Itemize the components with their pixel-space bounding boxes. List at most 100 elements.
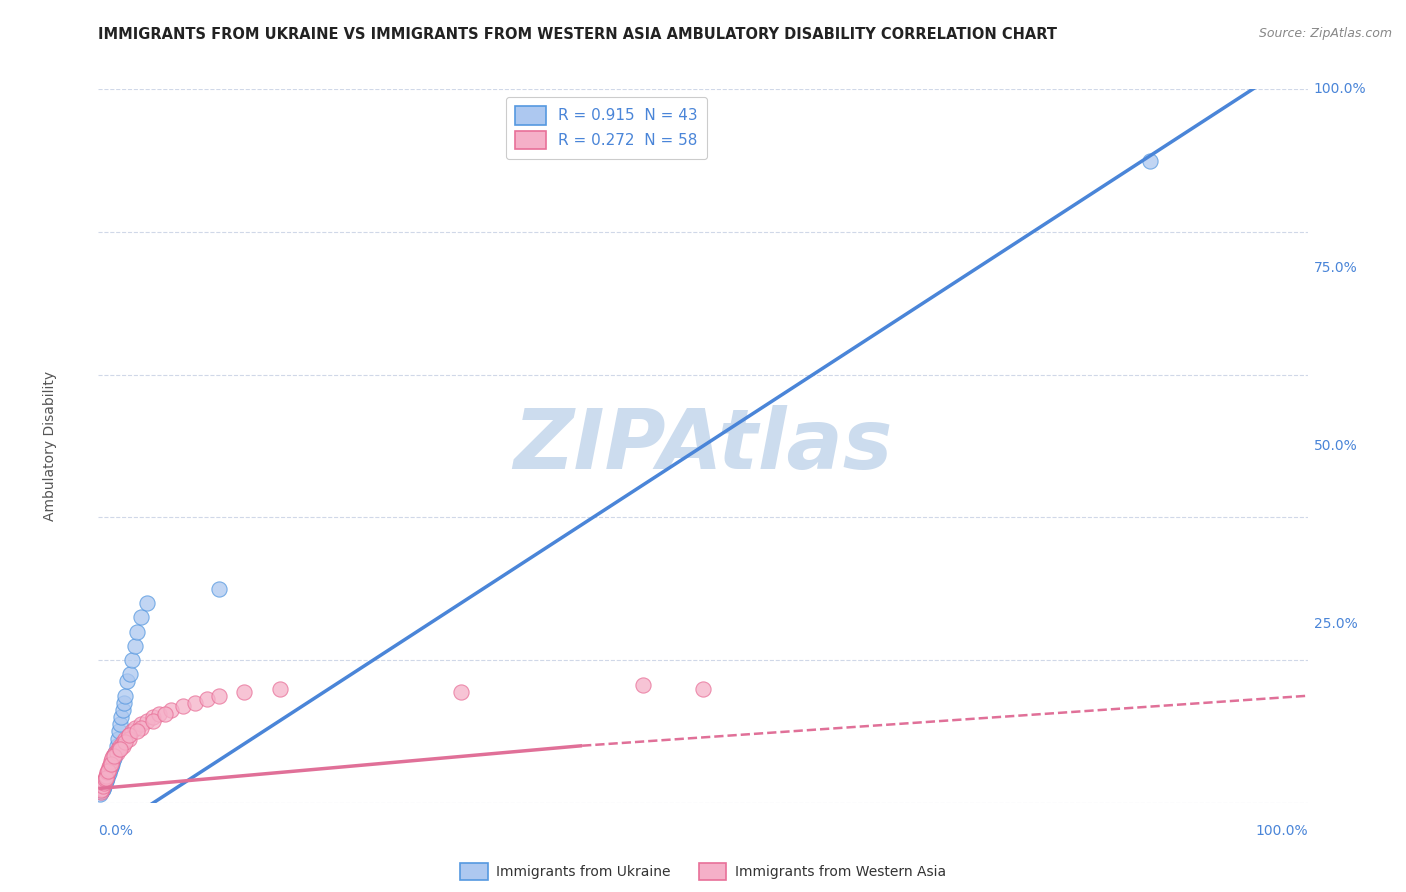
Point bbox=[93, 780, 115, 794]
Point bbox=[105, 739, 128, 753]
Point bbox=[208, 582, 231, 596]
Point bbox=[101, 755, 124, 769]
Point bbox=[90, 784, 112, 798]
Point bbox=[93, 776, 115, 790]
Text: Source: ZipAtlas.com: Source: ZipAtlas.com bbox=[1258, 27, 1392, 40]
Legend: Immigrants from Ukraine, Immigrants from Western Asia: Immigrants from Ukraine, Immigrants from… bbox=[454, 857, 952, 885]
Point bbox=[100, 756, 122, 771]
Point bbox=[101, 749, 124, 764]
Point bbox=[96, 765, 118, 780]
Point bbox=[108, 717, 131, 731]
Point bbox=[142, 710, 165, 724]
Point bbox=[89, 787, 111, 801]
Point bbox=[114, 731, 136, 746]
Point bbox=[103, 749, 125, 764]
Point bbox=[124, 721, 146, 735]
Point bbox=[208, 689, 231, 703]
Point bbox=[121, 653, 143, 667]
Point bbox=[117, 674, 139, 689]
Point bbox=[118, 667, 141, 681]
Text: 50.0%: 50.0% bbox=[1313, 439, 1357, 453]
Point bbox=[135, 714, 157, 728]
Point bbox=[100, 756, 122, 771]
Point bbox=[91, 782, 114, 797]
Text: 0.0%: 0.0% bbox=[98, 824, 134, 838]
Point bbox=[118, 728, 141, 742]
Text: IMMIGRANTS FROM UKRAINE VS IMMIGRANTS FROM WESTERN ASIA AMBULATORY DISABILITY CO: IMMIGRANTS FROM UKRAINE VS IMMIGRANTS FR… bbox=[98, 27, 1057, 42]
Point bbox=[101, 753, 124, 767]
Point bbox=[97, 764, 120, 778]
Point bbox=[111, 703, 134, 717]
Point bbox=[111, 735, 134, 749]
Point bbox=[118, 731, 141, 746]
Point bbox=[129, 717, 152, 731]
Point bbox=[96, 771, 118, 785]
Point bbox=[111, 739, 134, 753]
Point bbox=[96, 769, 118, 783]
Point bbox=[172, 699, 194, 714]
Point bbox=[103, 749, 125, 764]
Point bbox=[104, 746, 127, 760]
Point bbox=[98, 760, 121, 774]
Point bbox=[112, 696, 135, 710]
Point bbox=[100, 760, 122, 774]
Point bbox=[90, 785, 112, 799]
Point bbox=[184, 696, 207, 710]
Point bbox=[1139, 153, 1161, 168]
Point bbox=[108, 742, 131, 756]
Point bbox=[114, 735, 136, 749]
Point bbox=[118, 728, 141, 742]
Point bbox=[90, 783, 112, 797]
Text: 100.0%: 100.0% bbox=[1313, 82, 1367, 96]
Point bbox=[107, 742, 129, 756]
Point bbox=[107, 731, 129, 746]
Point bbox=[100, 753, 122, 767]
Point bbox=[129, 610, 152, 624]
Point bbox=[232, 685, 254, 699]
Point bbox=[195, 692, 218, 706]
Point bbox=[108, 724, 131, 739]
Point bbox=[94, 772, 117, 787]
Point bbox=[94, 774, 117, 789]
Point bbox=[103, 751, 125, 765]
Point bbox=[104, 746, 127, 760]
Point bbox=[142, 714, 165, 728]
Point bbox=[100, 758, 122, 772]
Point bbox=[97, 762, 120, 776]
Point bbox=[90, 785, 112, 799]
Point bbox=[108, 739, 131, 753]
Legend: R = 0.915  N = 43, R = 0.272  N = 58: R = 0.915 N = 43, R = 0.272 N = 58 bbox=[506, 97, 707, 159]
Point bbox=[100, 755, 122, 769]
Point bbox=[127, 624, 149, 639]
Text: ZIPAtlas: ZIPAtlas bbox=[513, 406, 893, 486]
Point bbox=[98, 758, 121, 772]
Point bbox=[104, 747, 127, 762]
Point bbox=[631, 678, 654, 692]
Point bbox=[692, 681, 714, 696]
Point bbox=[450, 685, 472, 699]
Point bbox=[127, 724, 149, 739]
Point bbox=[108, 742, 131, 756]
Point bbox=[114, 689, 136, 703]
Text: Ambulatory Disability: Ambulatory Disability bbox=[44, 371, 58, 521]
Point bbox=[124, 639, 146, 653]
Point bbox=[121, 724, 143, 739]
Point bbox=[98, 764, 121, 778]
Point bbox=[135, 596, 157, 610]
Text: 25.0%: 25.0% bbox=[1313, 617, 1357, 632]
Point bbox=[97, 765, 120, 780]
Point bbox=[129, 721, 152, 735]
Point bbox=[269, 681, 291, 696]
Point bbox=[91, 778, 114, 792]
Point bbox=[91, 781, 114, 796]
Text: 100.0%: 100.0% bbox=[1256, 824, 1308, 838]
Point bbox=[94, 771, 117, 785]
Point bbox=[93, 778, 115, 792]
Point bbox=[100, 756, 122, 771]
Point bbox=[153, 706, 176, 721]
Point bbox=[94, 776, 117, 790]
Point bbox=[93, 774, 115, 789]
Point bbox=[97, 767, 120, 781]
Point bbox=[110, 710, 132, 724]
Point bbox=[94, 771, 117, 785]
